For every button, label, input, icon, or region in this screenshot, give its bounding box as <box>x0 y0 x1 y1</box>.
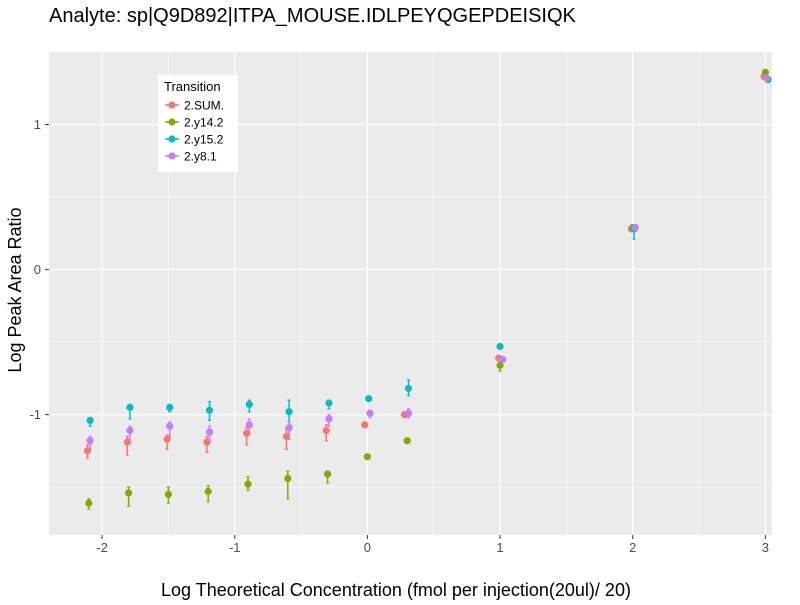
legend-label: 2.y14.2 <box>184 116 224 130</box>
legend-items: 2.SUM. 2.y14.2 2.y15.2 2.y8.1 <box>165 99 224 164</box>
data-point <box>86 437 94 445</box>
y-tick-label: -1 <box>29 407 41 422</box>
y-tick-label: 0 <box>34 262 41 277</box>
legend: Transition 2.SUM. 2.y14.2 2.y15.2 2.y8.1 <box>158 75 238 172</box>
data-point <box>322 426 330 435</box>
data-point <box>496 342 504 351</box>
data-point <box>85 499 93 507</box>
data-point <box>365 395 373 403</box>
x-tick-label: 1 <box>496 540 503 555</box>
x-tick-label: 2 <box>629 540 636 555</box>
legend-label: 2.SUM. <box>184 99 224 113</box>
data-point <box>361 421 369 429</box>
x-axis-ticks: -2 -1 0 1 2 3 <box>96 535 769 555</box>
data-point <box>205 428 214 436</box>
legend-label: 2.y15.2 <box>184 133 224 147</box>
y-axis-label: Log Peak Area Ratio <box>5 207 25 372</box>
x-tick-label: -2 <box>96 540 108 555</box>
data-point <box>204 487 212 496</box>
data-point <box>203 438 211 446</box>
data-point <box>245 421 253 429</box>
legend-label: 2.y8.1 <box>184 150 217 164</box>
data-point <box>243 429 251 438</box>
legend-key-point <box>168 152 176 160</box>
chart-title: Analyte: sp|Q9D892|ITPA_MOUSE.IDLPEYQGEP… <box>49 5 577 27</box>
legend-key-point <box>168 135 176 143</box>
data-point <box>245 400 253 409</box>
data-point <box>499 355 507 364</box>
data-point <box>761 68 769 76</box>
data-point <box>284 474 292 483</box>
data-point <box>496 361 504 369</box>
data-point <box>366 409 374 417</box>
data-point <box>83 447 92 455</box>
data-point <box>403 437 411 445</box>
data-point <box>163 435 171 443</box>
x-axis-label: Log Theoretical Concentration (fmol per … <box>161 580 631 600</box>
data-point <box>166 422 174 430</box>
data-point <box>325 415 333 423</box>
data-point <box>763 74 771 82</box>
data-point <box>404 384 413 393</box>
data-point <box>631 223 639 232</box>
data-point <box>282 432 291 440</box>
x-tick-label: 0 <box>364 540 371 555</box>
y-tick-label: 1 <box>34 117 41 132</box>
data-point <box>86 416 94 425</box>
data-point <box>126 426 134 435</box>
y-axis-ticks: -1 0 1 <box>29 117 49 422</box>
x-tick-label: -1 <box>229 540 241 555</box>
x-tick-label: 3 <box>762 540 769 555</box>
data-points <box>83 68 772 507</box>
data-point <box>123 438 131 446</box>
data-point <box>404 409 413 417</box>
data-point <box>325 399 333 407</box>
data-point <box>164 490 172 498</box>
data-point <box>124 489 133 497</box>
legend-key-point <box>168 118 176 126</box>
data-point <box>166 403 174 411</box>
data-point <box>126 403 134 411</box>
legend-key-point <box>168 101 176 109</box>
data-point <box>363 453 371 461</box>
data-point <box>244 480 252 488</box>
data-point <box>205 406 214 414</box>
data-point <box>323 470 332 478</box>
data-point <box>285 408 293 416</box>
legend-title: Transition <box>164 79 221 94</box>
data-point <box>285 424 293 432</box>
